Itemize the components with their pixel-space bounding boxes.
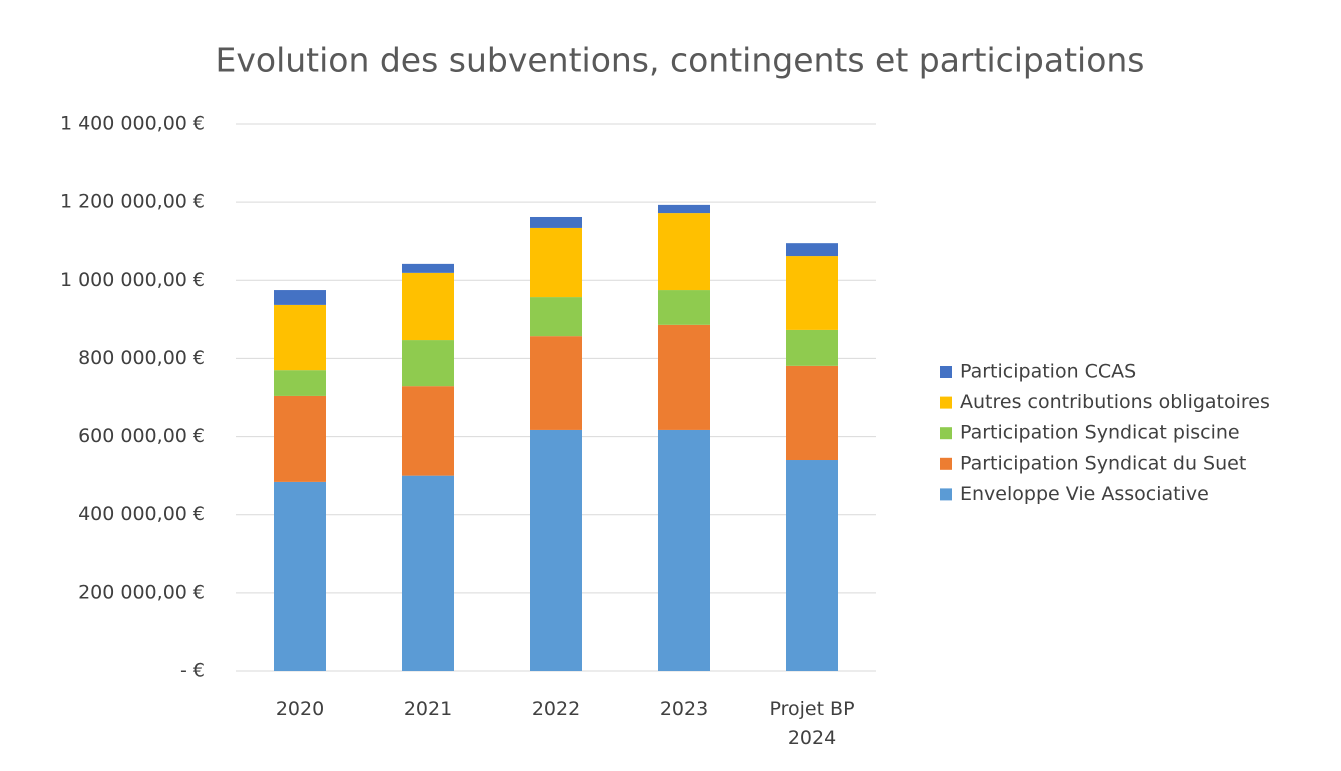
y-tick-label: 600 000,00 € [78, 425, 205, 447]
x-tick-label: 2022 [531, 698, 581, 720]
y-tick-label: 200 000,00 € [78, 581, 205, 603]
y-tick-label: 400 000,00 € [78, 503, 205, 525]
bar-segment [530, 336, 582, 430]
x-tick-label: 2020 [275, 698, 325, 720]
legend-swatch [940, 457, 952, 470]
chart-title: Evolution des subventions, contingents e… [216, 41, 1145, 80]
bar-segment [274, 370, 326, 396]
legend-swatch [940, 427, 952, 440]
bar-segment [658, 204, 710, 214]
bar-segment [402, 386, 454, 476]
bar-segment [530, 297, 582, 337]
bar-segment [402, 340, 454, 387]
legend-label: Autres contributions obligatoires [960, 391, 1270, 413]
bar-segment [402, 272, 454, 341]
bar-segment [786, 365, 838, 461]
bar-segment [658, 324, 710, 430]
legend-label: Enveloppe Vie Associative [960, 483, 1209, 505]
x-tick-label: Projet BP 2024 [769, 698, 855, 749]
bar-segment [530, 216, 582, 228]
legend-swatch [940, 366, 952, 378]
y-tick-label: 1 200 000,00 € [60, 191, 205, 213]
y-tick-label: - € [180, 660, 205, 682]
legend-label: Participation Syndicat du Suet [960, 452, 1246, 474]
x-tick-label: 2023 [659, 698, 709, 720]
y-tick-label: 800 000,00 € [78, 347, 205, 369]
y-tick-label: 1 000 000,00 € [60, 269, 205, 291]
bar-segment [402, 475, 454, 671]
bar-segment [786, 243, 838, 257]
bar-segment [658, 290, 710, 325]
legend-label: Participation Syndicat piscine [960, 422, 1240, 444]
legend-label: Participation CCAS [960, 361, 1136, 383]
x-tick-label: 2021 [403, 698, 453, 720]
bar-segment [274, 304, 326, 371]
bar-segment [786, 460, 838, 671]
bar-segment [274, 395, 326, 482]
bar-segment [658, 213, 710, 291]
bar-segment [530, 429, 582, 671]
bar-segment [658, 429, 710, 671]
y-tick-label: 1 400 000,00 € [60, 113, 205, 135]
bar-segment [402, 263, 454, 273]
bar-segment [274, 481, 326, 671]
bar-segment [786, 256, 838, 330]
legend-swatch [940, 488, 952, 501]
legend-swatch [940, 396, 952, 409]
bar-segment [786, 329, 838, 366]
bar-segment [274, 290, 326, 305]
bar-segment [530, 227, 582, 298]
